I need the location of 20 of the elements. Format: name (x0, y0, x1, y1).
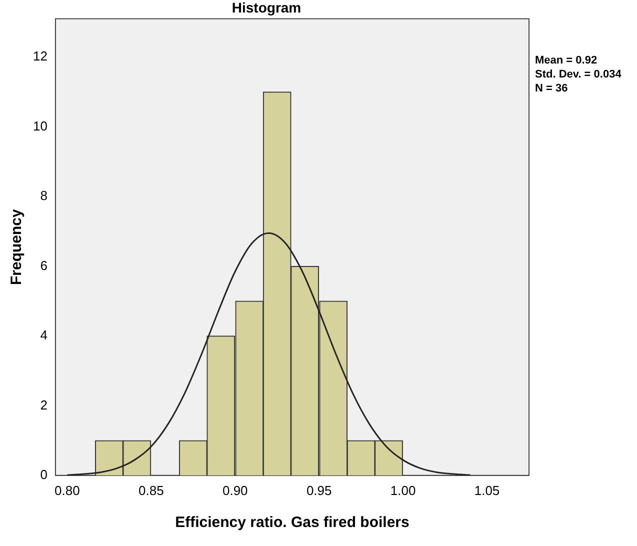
y-tick-label: 10 (32, 118, 48, 134)
chart-title: Histogram (232, 0, 302, 16)
y-tick-label: 4 (40, 328, 48, 343)
line-series (66, 232, 471, 476)
y-tick-label: 12 (32, 48, 48, 64)
text: Std. Dev. = 0.034 (535, 68, 622, 80)
x-tick-label: 0.95 (306, 482, 332, 498)
y-tick-label: 8 (40, 188, 48, 204)
x-tick-label: 1.05 (474, 482, 500, 498)
x-tick-label: 0.90 (222, 482, 248, 498)
y-tick-label: 0 (40, 466, 48, 482)
text: Mean = 0.92 (535, 54, 598, 66)
text: N = 36 (535, 82, 568, 94)
y-tick-label: 6 (40, 258, 48, 273)
x-axis-title: Efficiency ratio. Gas fired boilers (175, 514, 410, 532)
x-tick-label: 0.85 (138, 482, 164, 498)
x-tick-label: 0.80 (54, 482, 80, 498)
y-axis-title: Frequency (8, 208, 26, 286)
x-tick-label: 1.00 (390, 482, 416, 498)
y-tick-label: 2 (40, 397, 48, 412)
